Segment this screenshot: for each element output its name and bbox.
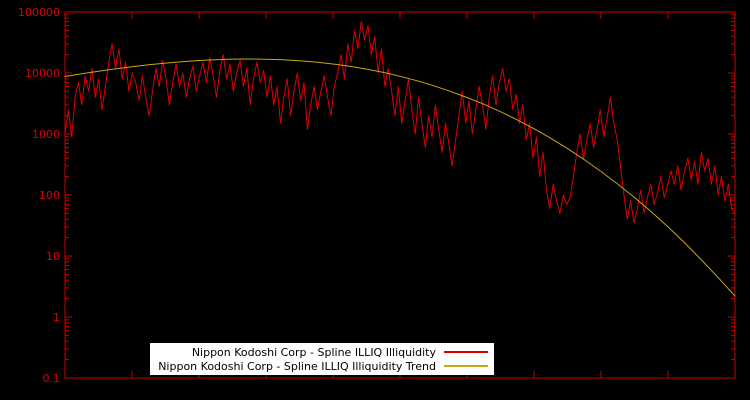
legend-item-trend: Nippon Kodoshi Corp - Spline ILLIQ Illiq… [156, 359, 488, 373]
legend-label-illiq: Nippon Kodoshi Corp - Spline ILLIQ Illiq… [191, 345, 436, 359]
y-tick-label: 10 [46, 250, 60, 263]
y-tick-label: 100000 [18, 6, 60, 19]
legend-item-illiq: Nippon Kodoshi Corp - Spline ILLIQ Illiq… [156, 345, 488, 359]
illiq-series-line [64, 20, 736, 224]
red-line-sample-icon [444, 351, 488, 353]
legend: Nippon Kodoshi Corp - Spline ILLIQ Illiq… [150, 343, 494, 375]
y-tick-label: 0.1 [43, 372, 61, 385]
y-tick-label: 10000 [25, 67, 60, 80]
y-tick-label: 1000 [32, 128, 60, 141]
axis-frame [64, 11, 736, 379]
trend-series-line [64, 58, 736, 297]
trend-line-sample-icon [444, 365, 488, 367]
y-tick-label: 1 [53, 311, 60, 324]
legend-label-trend: Nippon Kodoshi Corp - Spline ILLIQ Illiq… [158, 359, 436, 373]
y-tick-label: 100 [39, 189, 60, 202]
